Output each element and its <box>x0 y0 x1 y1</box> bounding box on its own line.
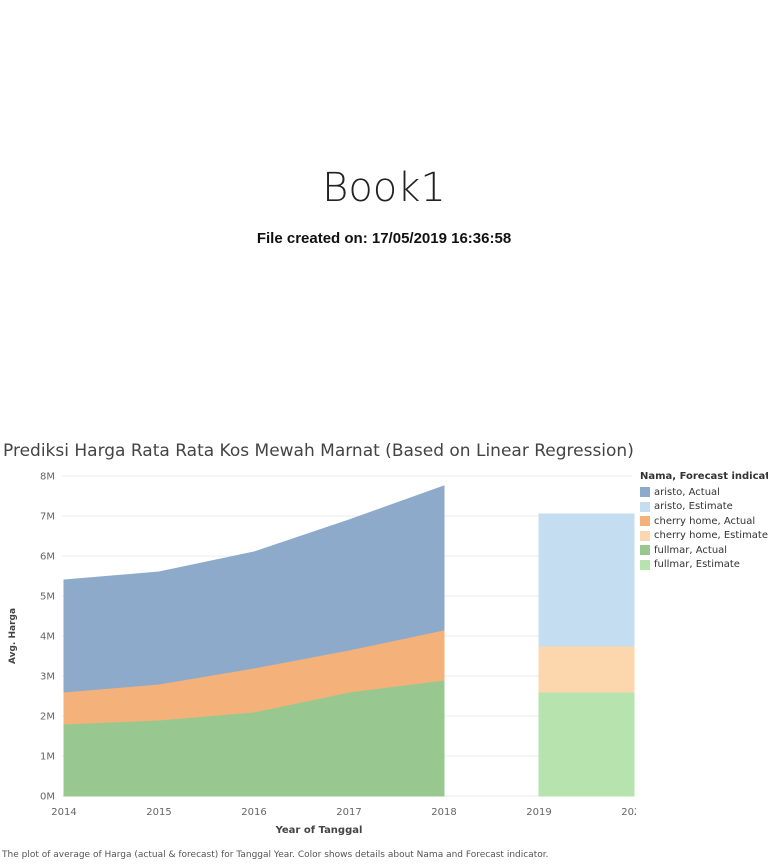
y-tick-label: 3M <box>40 672 55 683</box>
area-aristo-actual[interactable] <box>63 485 445 693</box>
y-tick-label: 2M <box>40 712 55 723</box>
area-aristo-estimate[interactable] <box>538 513 635 647</box>
legend-item-aristo-actual[interactable]: aristo, Actual <box>640 485 768 500</box>
chart-title: Prediksi Harga Rata Rata Kos Mewah Marna… <box>3 441 634 461</box>
area-fullmar-estimate[interactable] <box>538 691 635 797</box>
legend-label: aristo, Actual <box>654 486 720 498</box>
legend-item-cherry-home-estimate[interactable]: cherry home, Estimate <box>640 529 768 544</box>
file-created-text: File created on: 17/05/2019 16:36:58 <box>256 230 512 247</box>
y-tick-label: 1M <box>40 752 55 763</box>
y-tick-labels: 0M 1M 2M 3M 4M 5M 6M 7M 8M <box>40 472 55 803</box>
chart-caption: The plot of average of Harga (actual & f… <box>2 850 549 860</box>
legend-label: fullmar, Estimate <box>654 559 740 571</box>
legend-item-aristo-estimate[interactable]: aristo, Estimate <box>640 500 768 515</box>
legend-title: Nama, Forecast indicator <box>640 471 768 482</box>
legend-swatch <box>640 516 650 527</box>
x-tick-labels: 2014 2015 2016 2017 2018 2019 2020 <box>51 807 636 818</box>
legend-swatch <box>640 501 650 512</box>
legend-label: cherry home, Actual <box>654 515 756 527</box>
legend-item-fullmar-actual[interactable]: fullmar, Actual <box>640 543 768 558</box>
x-tick-label: 2018 <box>431 807 456 818</box>
legend: Nama, Forecast indicator aristo, Actual … <box>640 471 768 572</box>
y-tick-label: 8M <box>40 472 55 483</box>
legend-label: aristo, Estimate <box>654 501 733 513</box>
legend-swatch <box>640 559 650 570</box>
x-axis-label: Year of Tanggal <box>275 825 363 836</box>
x-tick-label: 2020 <box>621 807 636 818</box>
y-axis-label: Avg. Harga <box>8 608 18 664</box>
legend-swatch <box>640 530 650 541</box>
x-tick-label: 2015 <box>146 807 171 818</box>
y-tick-label: 4M <box>40 632 55 643</box>
area-cherry-home-estimate[interactable] <box>538 645 635 693</box>
y-tick-label: 6M <box>40 552 55 563</box>
y-tick-label: 7M <box>40 512 55 523</box>
book-title: Book1 <box>322 165 446 211</box>
legend-item-fullmar-estimate[interactable]: fullmar, Estimate <box>640 558 768 573</box>
y-tick-label: 5M <box>40 592 55 603</box>
legend-label: fullmar, Actual <box>654 544 728 556</box>
legend-swatch <box>640 545 650 556</box>
legend-swatch <box>640 487 650 498</box>
plot-areas <box>63 485 635 797</box>
x-tick-label: 2014 <box>51 807 76 818</box>
legend-item-cherry-home-actual[interactable]: cherry home, Actual <box>640 514 768 529</box>
x-tick-label: 2019 <box>526 807 551 818</box>
x-tick-label: 2017 <box>336 807 361 818</box>
y-tick-label: 0M <box>40 792 55 803</box>
legend-label: cherry home, Estimate <box>654 530 768 542</box>
x-tick-label: 2016 <box>241 807 266 818</box>
